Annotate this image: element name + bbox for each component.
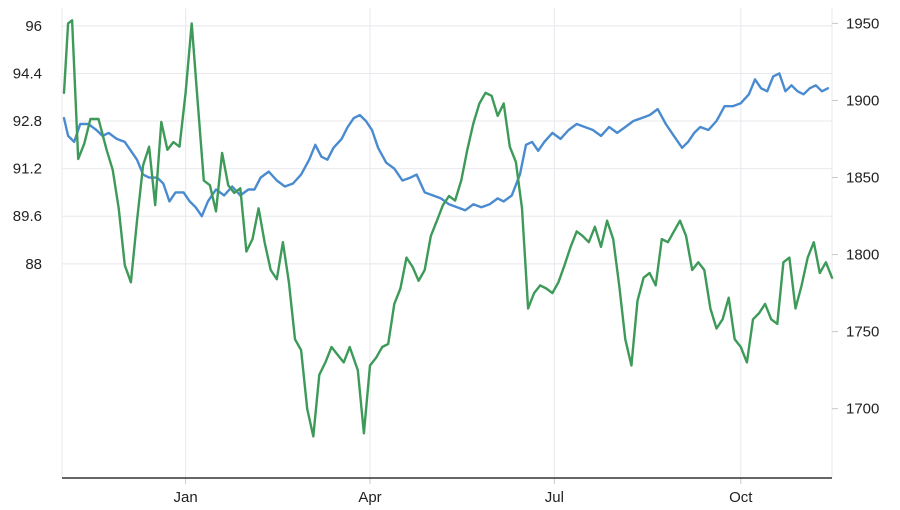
left-tick-label: 92.8 xyxy=(13,113,42,130)
right-tick-label: 1950 xyxy=(846,15,879,32)
right-tick-label: 1750 xyxy=(846,324,879,341)
right-y-axis: 1950 1900 1850 1800 1750 1700 xyxy=(832,15,879,418)
left-tick-label: 91.2 xyxy=(13,161,42,178)
left-tick-label: 88 xyxy=(25,256,42,273)
right-tick-label: 1800 xyxy=(846,247,879,264)
right-tick-label: 1850 xyxy=(846,170,879,187)
green-series-line xyxy=(62,19,834,438)
left-tick-label: 96 xyxy=(25,18,42,35)
x-tick-label: Jan xyxy=(174,489,198,506)
left-tick-label: 94.4 xyxy=(13,65,42,82)
x-tick-label: Apr xyxy=(358,489,381,506)
series-lines xyxy=(62,19,834,438)
gridlines xyxy=(61,8,833,478)
right-tick-label: 1900 xyxy=(846,92,879,109)
x-axis: Jan Apr Jul Oct xyxy=(62,477,832,506)
blue-series-line xyxy=(62,72,830,218)
x-tick-label: Jul xyxy=(545,489,564,506)
left-y-axis: 96 94.4 92.8 91.2 89.6 88 xyxy=(13,18,42,273)
x-tick-label: Oct xyxy=(729,489,753,506)
right-tick-label: 1700 xyxy=(846,401,879,418)
left-tick-label: 89.6 xyxy=(13,208,42,225)
